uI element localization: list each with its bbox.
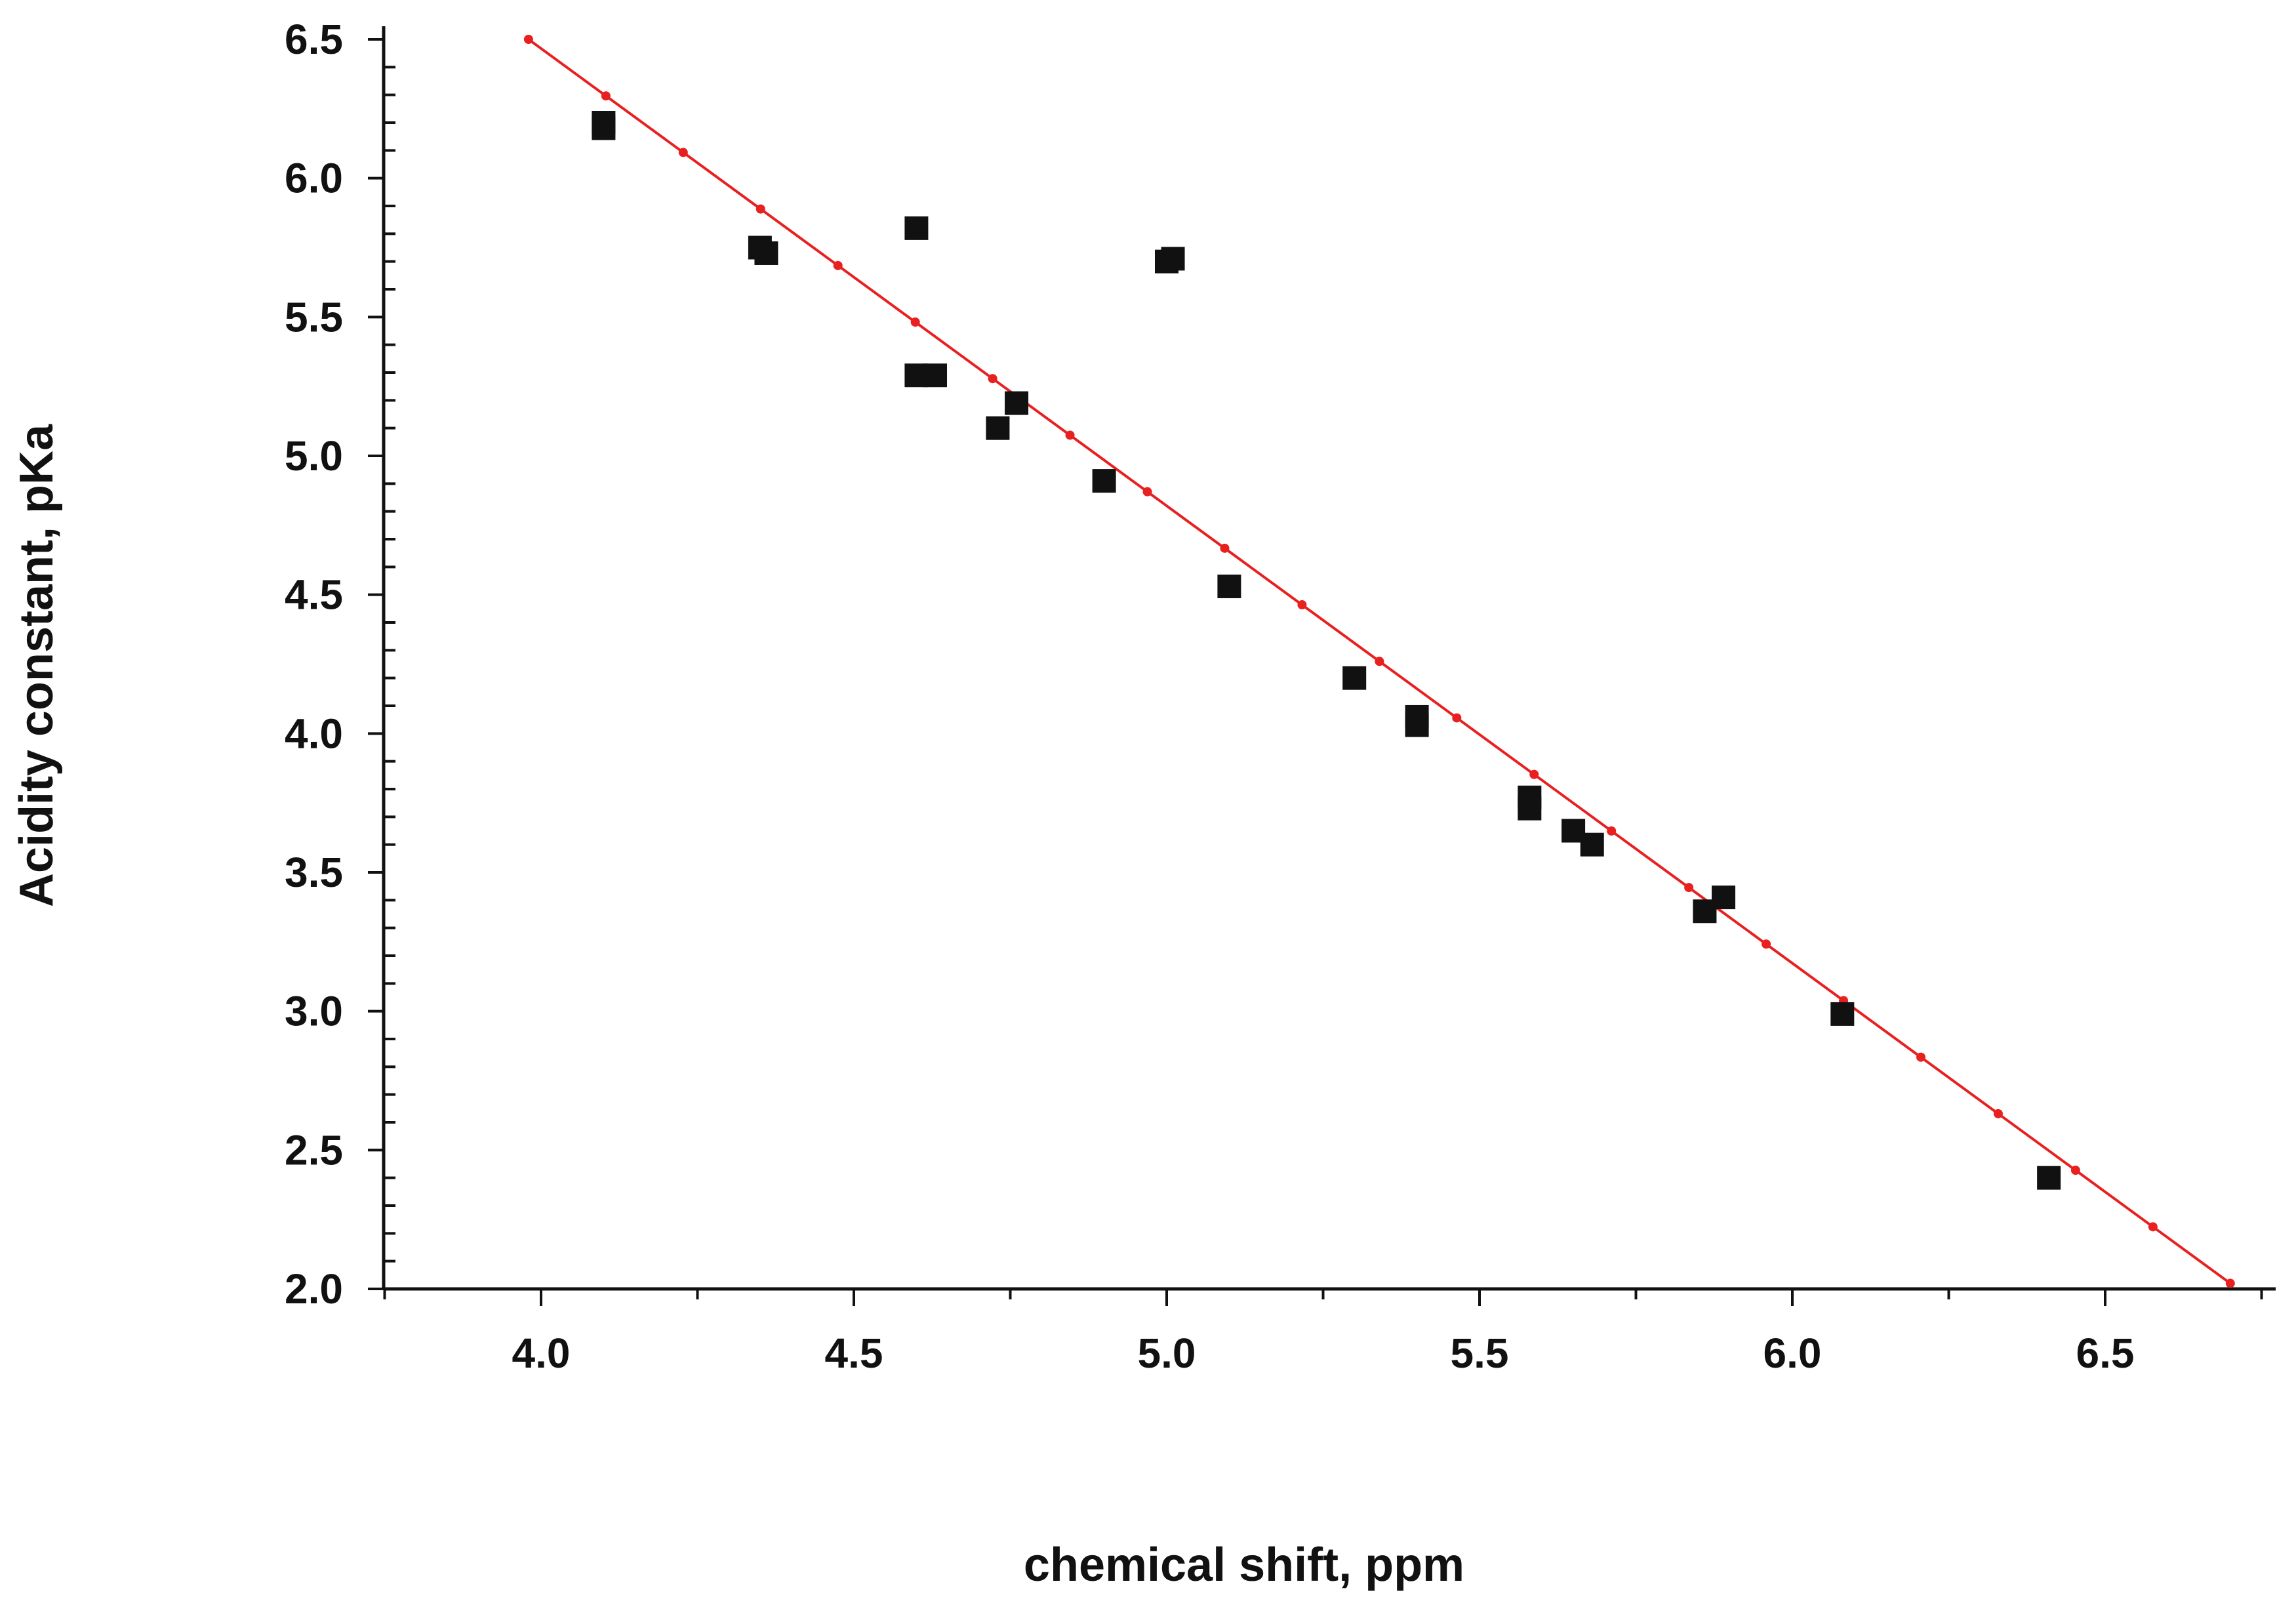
y-tick-label: 3.5: [285, 849, 343, 896]
data-point: [923, 363, 948, 388]
data-point: [1342, 666, 1367, 690]
y-tick-label: 2.5: [285, 1126, 343, 1173]
x-tick-label: 5.5: [1451, 1330, 1509, 1377]
x-tick-label: 4.5: [825, 1330, 883, 1377]
fit-line-marker: [1607, 826, 1617, 836]
fit-line-marker: [2148, 1222, 2158, 1232]
data-point: [2037, 1166, 2061, 1190]
fit-line-marker: [1762, 939, 1771, 949]
data-point: [1005, 391, 1029, 415]
axes: [382, 26, 2276, 1291]
fit-line-marker: [1916, 1052, 1926, 1062]
y-tick-label: 6.0: [285, 155, 343, 202]
x-tick-label: 5.0: [1138, 1330, 1196, 1377]
data-point: [1712, 886, 1736, 910]
fit-line-marker: [1375, 657, 1384, 666]
y-tick-label: 2.0: [285, 1265, 343, 1313]
fit-line-marker: [988, 374, 997, 384]
data-point: [1518, 796, 1542, 821]
y-tick-label: 6.5: [285, 16, 343, 63]
fit-line-marker: [523, 35, 533, 44]
fit-line-marker: [1684, 883, 1694, 893]
fit-line-marker: [833, 260, 843, 270]
y-tick-label: 4.5: [285, 571, 343, 619]
x-tick-label: 6.5: [2076, 1330, 2135, 1377]
fit-line-marker: [1452, 713, 1462, 723]
y-axis-title: Acidity constant, pKa: [10, 424, 63, 907]
data-point: [1092, 469, 1116, 493]
y-tick-label: 4.0: [285, 710, 343, 757]
x-axis-title: chemical shift, ppm: [1024, 1539, 1464, 1591]
data-points: [592, 111, 2061, 1190]
y-tick-label: 3.0: [285, 988, 343, 1035]
data-point: [904, 216, 929, 240]
fit-line-marker: [755, 204, 765, 214]
fit-line-marker: [1993, 1109, 2003, 1118]
y-tick-label: 5.5: [285, 293, 343, 340]
data-point: [754, 241, 778, 265]
fit-line-marker: [1065, 430, 1075, 440]
x-tick-label: 4.0: [512, 1330, 571, 1377]
y-tick-label: 5.0: [285, 432, 343, 479]
data-point: [986, 416, 1010, 440]
data-point: [1580, 832, 1604, 857]
fit-line-marker: [2225, 1278, 2235, 1288]
fit-line-marker: [601, 91, 611, 101]
fit-line-marker: [1220, 543, 1230, 553]
data-point: [1405, 704, 1429, 729]
data-point: [1830, 1002, 1855, 1026]
fit-line-marker: [2070, 1166, 2080, 1175]
fit-line-group: [523, 35, 2235, 1288]
y-ticks: 2.0 2.5 3.0 3.5 4.0 4.5 5.0 5.5 6.0 6.5: [285, 16, 395, 1313]
fit-line-marker: [1529, 769, 1539, 779]
fit-line-marker: [1142, 487, 1152, 497]
fit-line-marker: [1297, 600, 1307, 610]
fit-line-marker: [910, 317, 920, 327]
data-point: [592, 111, 616, 134]
x-tick-label: 6.0: [1763, 1330, 1822, 1377]
x-ticks: 4.0 4.5 5.0 5.5 6.0 6.5: [383, 1289, 2263, 1377]
fit-line-marker: [678, 148, 688, 157]
data-point: [1217, 574, 1241, 598]
data-point: [1161, 247, 1185, 271]
